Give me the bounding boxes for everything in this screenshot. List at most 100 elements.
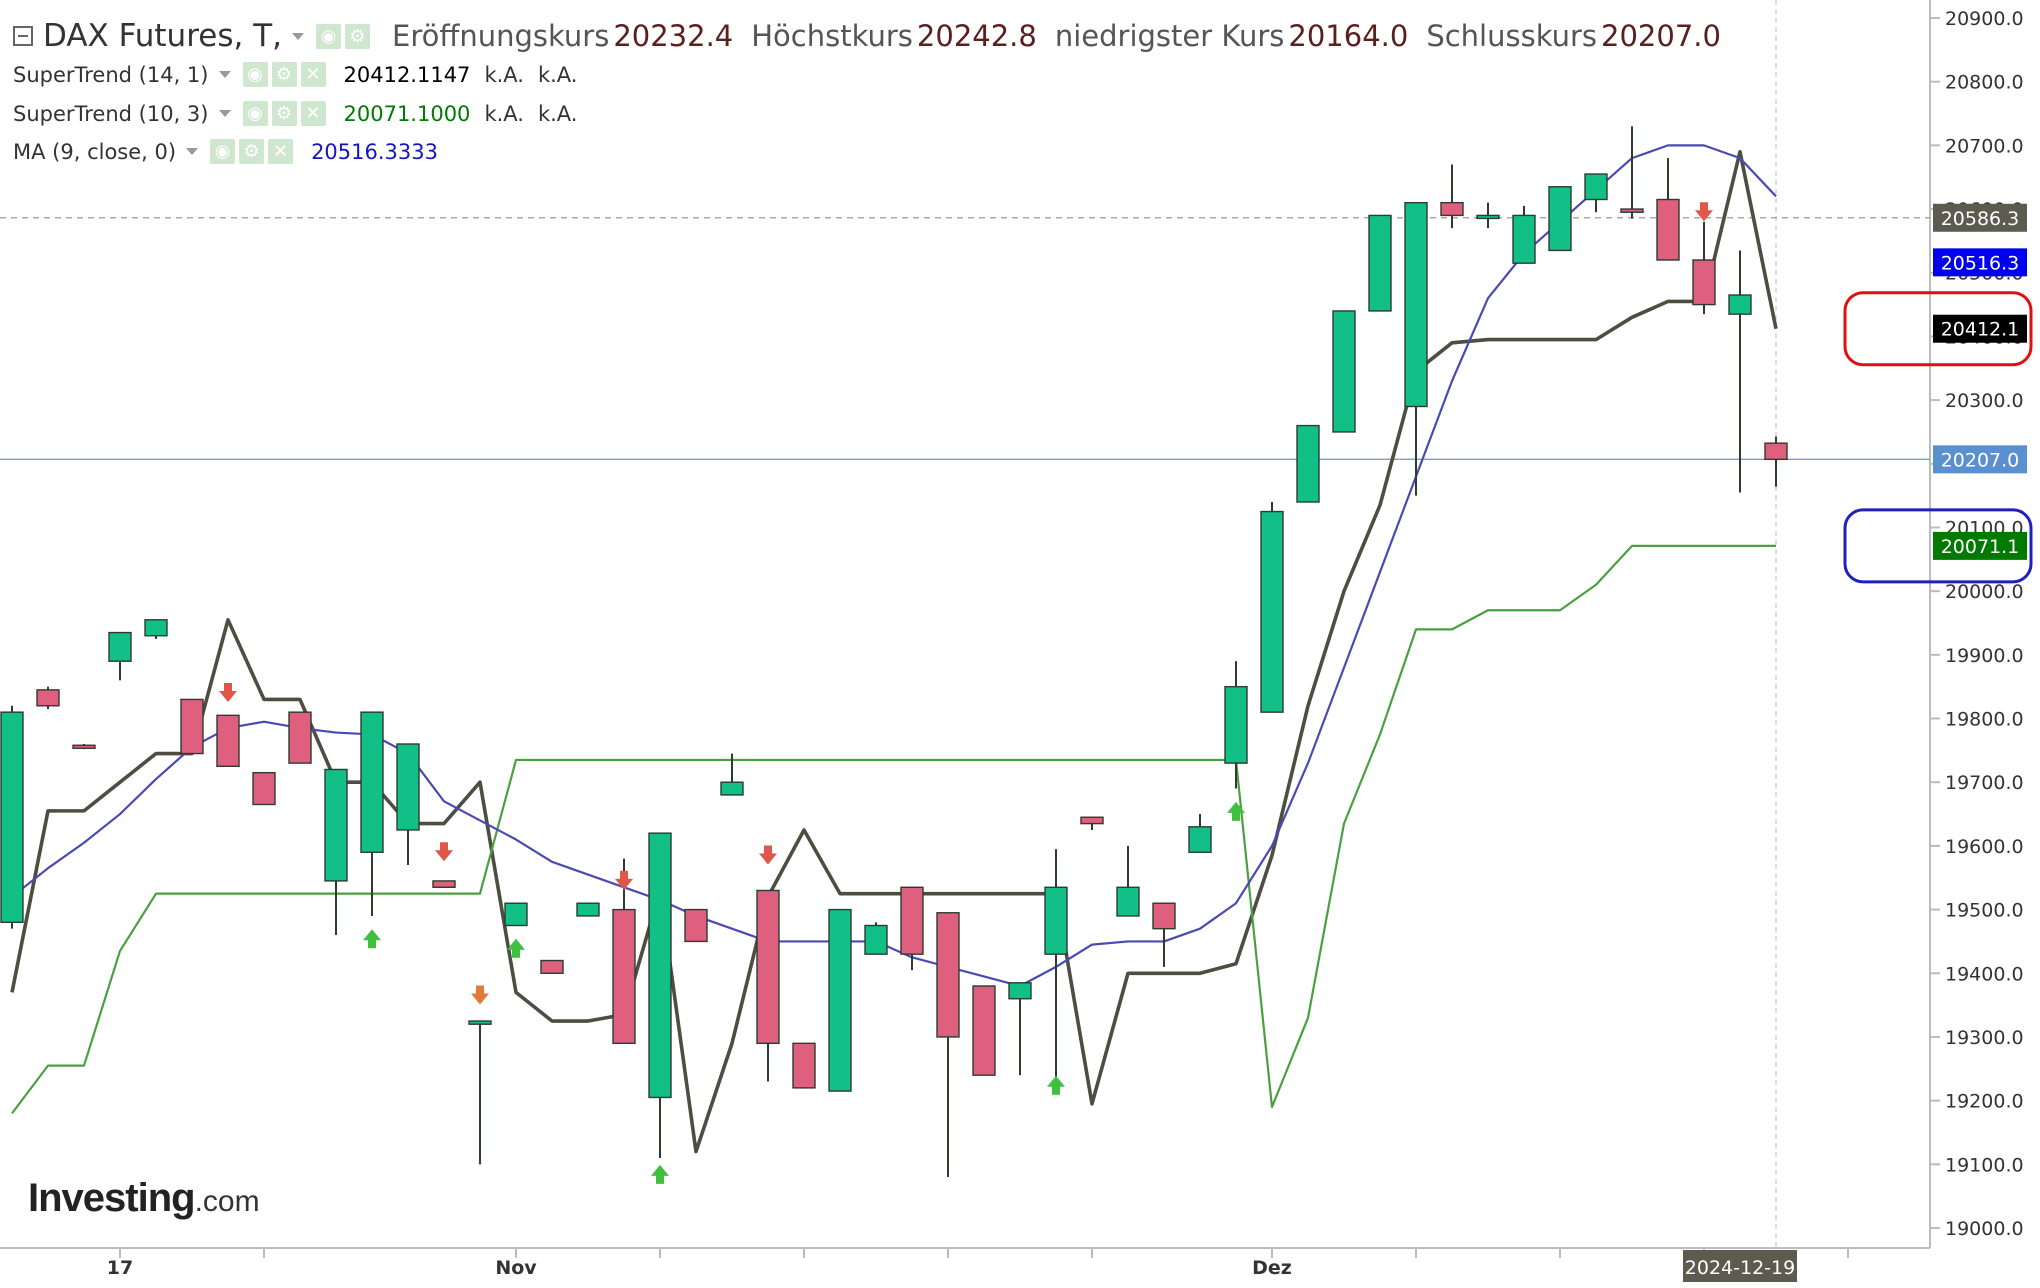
candle-body[interactable] <box>1728 294 1752 315</box>
candle-body[interactable] <box>288 711 312 764</box>
gear-icon[interactable]: ⚙ <box>271 62 297 87</box>
candle-body[interactable] <box>1764 442 1788 461</box>
candle-body[interactable] <box>1116 886 1140 917</box>
candle-body[interactable] <box>216 714 240 767</box>
candle-body[interactable] <box>108 631 132 662</box>
indicator-name: MA (9, close, 0) <box>13 139 177 164</box>
indicator-name: SuperTrend (10, 3) <box>13 101 209 126</box>
candle-body[interactable] <box>252 771 276 806</box>
candle-body[interactable] <box>1008 982 1032 1000</box>
close-label: Schlusskurs <box>1426 19 1598 53</box>
candle-body[interactable] <box>1260 510 1284 713</box>
candle-body[interactable] <box>36 689 60 707</box>
eye-icon[interactable]: ◉ <box>316 23 341 49</box>
candle-body[interactable] <box>324 768 348 882</box>
candle-body[interactable] <box>1476 214 1500 220</box>
close-icon[interactable]: ✕ <box>300 62 326 87</box>
candle-body[interactable] <box>648 832 672 1099</box>
chevron-down-icon[interactable] <box>186 148 199 155</box>
chevron-down-icon[interactable] <box>218 71 231 78</box>
buy-arrow-icon <box>1227 801 1245 821</box>
candle-body[interactable] <box>864 924 888 955</box>
eye-icon[interactable]: ◉ <box>242 101 268 126</box>
price-tag-label: 20412.1 <box>1941 319 2020 341</box>
buy-arrow-icon <box>363 929 381 949</box>
y-tick-label: 20000.0 <box>1945 581 2024 603</box>
candle-body[interactable] <box>1368 214 1392 312</box>
candle-body[interactable] <box>1044 886 1068 955</box>
gear-icon[interactable]: ⚙ <box>345 23 370 49</box>
candle-body[interactable] <box>1440 201 1464 217</box>
collapse-icon[interactable] <box>13 26 33 46</box>
candle-body[interactable] <box>396 743 420 831</box>
gear-icon[interactable]: ⚙ <box>271 101 297 126</box>
candle-body[interactable] <box>1152 902 1176 930</box>
gear-icon[interactable]: ⚙ <box>239 139 265 164</box>
candle-body[interactable] <box>180 698 204 755</box>
candle-body[interactable] <box>540 959 564 974</box>
candle-body[interactable] <box>576 902 600 917</box>
candle-body[interactable] <box>828 908 852 1092</box>
legend-ma: MA (9, close, 0) ◉ ⚙ ✕ 20516.3333 <box>13 139 438 164</box>
candle-body[interactable] <box>1656 198 1680 261</box>
high-label: Höchstkurs <box>751 19 913 53</box>
candle-body[interactable] <box>0 711 24 924</box>
candle-body[interactable] <box>792 1042 816 1089</box>
candle-body[interactable] <box>1296 424 1320 503</box>
candle-body[interactable] <box>1080 816 1104 825</box>
indicator-value: 20516.3333 <box>311 139 438 164</box>
candle-body[interactable] <box>504 902 528 927</box>
candle-body[interactable] <box>1620 208 1644 213</box>
candle-body[interactable] <box>1224 685 1248 764</box>
close-value: 20207.0 <box>1601 19 1721 53</box>
x-crosshair-date-bg <box>1683 1250 1797 1282</box>
y-tick-label: 19600.0 <box>1945 836 2024 858</box>
x-tick-label: 17 <box>107 1257 133 1279</box>
candle-body[interactable] <box>612 908 636 1045</box>
chevron-down-icon[interactable] <box>218 110 231 117</box>
low-label: niedrigster Kurs <box>1054 19 1285 53</box>
candle-body[interactable] <box>972 985 996 1076</box>
close-icon[interactable]: ✕ <box>268 139 294 164</box>
eye-icon[interactable]: ◉ <box>242 62 268 87</box>
candle-body[interactable] <box>360 711 384 853</box>
sell-arrow-icon <box>1695 202 1713 222</box>
chevron-down-icon[interactable] <box>292 32 304 40</box>
candle-body[interactable] <box>144 619 168 637</box>
candle-body[interactable] <box>468 1020 492 1025</box>
high-value: 20242.8 <box>916 19 1037 53</box>
candle-body[interactable] <box>1584 173 1608 201</box>
annotation-highlight-box <box>1843 291 2033 367</box>
candle-body[interactable] <box>1548 186 1572 252</box>
y-tick-label: 19800.0 <box>1945 709 2024 731</box>
candle-body[interactable] <box>756 889 780 1045</box>
candle-body[interactable] <box>900 886 924 955</box>
close-icon[interactable]: ✕ <box>300 101 326 126</box>
candle-body[interactable] <box>684 908 708 943</box>
y-tick-label: 19900.0 <box>1945 645 2024 667</box>
candle-body[interactable] <box>432 880 456 888</box>
candle-body[interactable] <box>1512 214 1536 264</box>
price-tag-bg <box>1933 531 2027 560</box>
candle-body[interactable] <box>72 744 96 749</box>
candle-body[interactable] <box>1692 259 1716 306</box>
indicator-name: SuperTrend (14, 1) <box>13 62 209 87</box>
y-tick-label: 19100.0 <box>1945 1154 2024 1176</box>
indicator-value: 20071.1000 <box>343 101 471 126</box>
price-tag-bg <box>1933 248 2027 277</box>
candle-body[interactable] <box>720 781 744 796</box>
x-tick-label: 2024-12-19 <box>1685 1257 1795 1279</box>
price-tag-label: 20071.1 <box>1941 536 2020 558</box>
y-tick-label: 20700.0 <box>1945 135 2024 157</box>
candle-body[interactable] <box>936 912 960 1038</box>
candle-body[interactable] <box>1404 201 1428 408</box>
sell-arrow-icon <box>471 985 489 1005</box>
candle-body[interactable] <box>1332 310 1356 433</box>
y-tick-label: 19000.0 <box>1945 1218 2024 1240</box>
logo-main: Investing <box>28 1176 196 1220</box>
eye-icon[interactable]: ◉ <box>210 139 236 164</box>
candle-body[interactable] <box>1188 826 1212 853</box>
sell-arrow-icon <box>615 870 633 890</box>
y-tick-label: 19200.0 <box>1945 1091 2024 1113</box>
